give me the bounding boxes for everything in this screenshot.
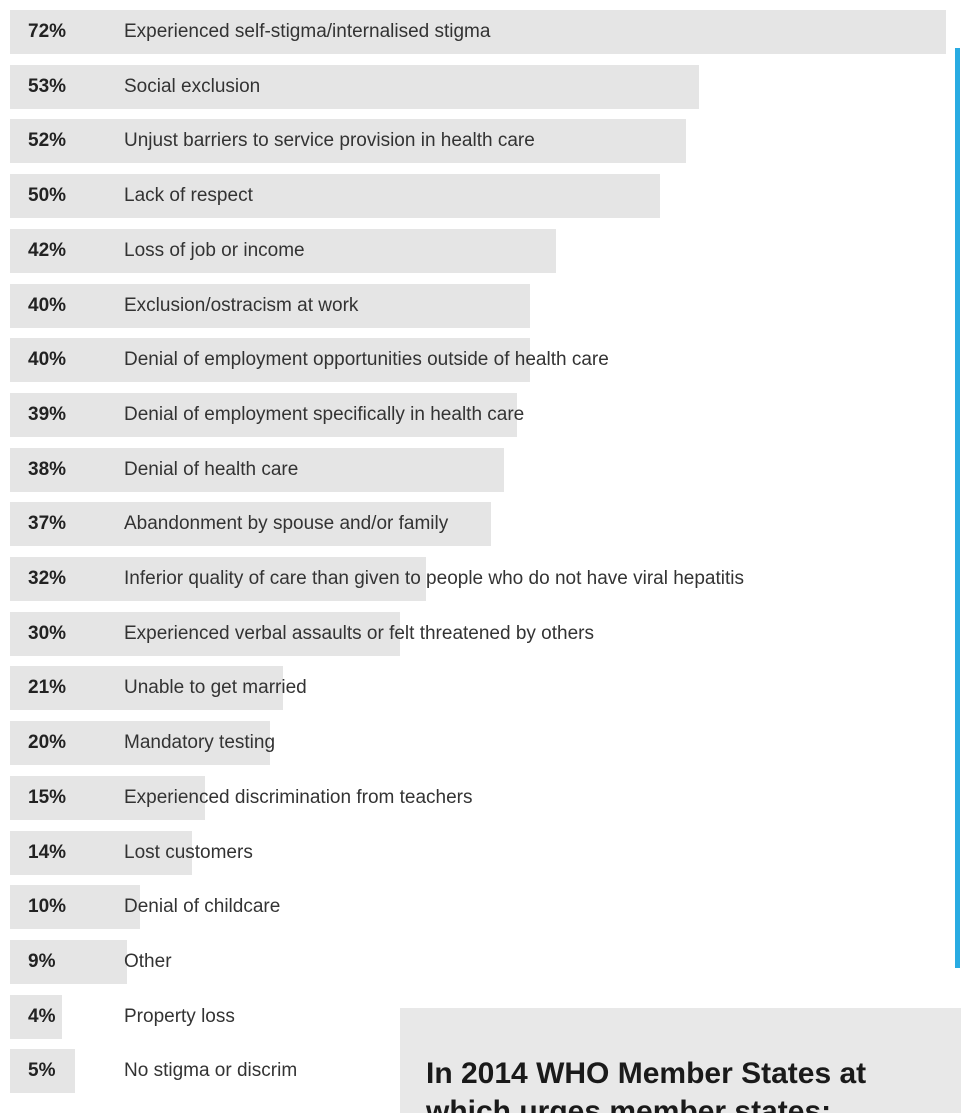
- bar: [10, 666, 283, 710]
- bar-value-label: 14%: [28, 842, 67, 863]
- bar-category-label: Inferior quality of care than given to p…: [124, 568, 744, 589]
- bar: [10, 448, 504, 492]
- bar: [10, 338, 530, 382]
- bar: [10, 557, 426, 601]
- bar-value-label: 53%: [28, 76, 67, 97]
- bar: [10, 831, 192, 875]
- bar-category-label: Property loss: [124, 1006, 235, 1027]
- bar-category-label: Exclusion/ostracism at work: [124, 295, 359, 316]
- bar: [10, 612, 400, 656]
- bar-value-label: 21%: [28, 677, 67, 698]
- bar-category-label: Loss of job or income: [124, 240, 305, 261]
- callout-box: In 2014 WHO Member States at which urges…: [400, 1008, 961, 1113]
- bar-category-label: Unable to get married: [124, 677, 307, 698]
- bar-value-label: 39%: [28, 404, 67, 425]
- bar: [10, 119, 686, 163]
- bar-value-label: 52%: [28, 130, 67, 151]
- bar-value-label: 32%: [28, 568, 67, 589]
- bar-category-label: Experienced discrimination from teachers: [124, 787, 473, 808]
- bar-category-label: Lack of respect: [124, 185, 253, 206]
- bar-value-label: 15%: [28, 787, 67, 808]
- bar-value-label: 4%: [28, 1006, 56, 1027]
- bar-category-label: Mandatory testing: [124, 732, 276, 753]
- bar-category-label: No stigma or discrim: [124, 1060, 298, 1081]
- accent-divider-line: [955, 48, 960, 968]
- bar-category-label: Experienced self-stigma/internalised sti…: [124, 21, 491, 42]
- bar-value-label: 9%: [28, 951, 56, 972]
- bar-value-label: 10%: [28, 896, 67, 917]
- bar-category-label: Social exclusion: [124, 76, 261, 97]
- bar: [10, 1049, 75, 1093]
- bar-value-label: 37%: [28, 513, 67, 534]
- bar-value-label: 38%: [28, 459, 67, 480]
- bar-category-label: Denial of employment specifically in hea…: [124, 404, 525, 425]
- bar: [10, 284, 530, 328]
- bar-value-label: 30%: [28, 623, 67, 644]
- bar-category-label: Experienced verbal assaults or felt thre…: [124, 623, 594, 644]
- bar-category-label: Lost customers: [124, 842, 253, 863]
- bar: [10, 885, 140, 929]
- bar-value-label: 20%: [28, 732, 67, 753]
- bar: [10, 776, 205, 820]
- bar-category-label: Unjust barriers to service provision in …: [124, 130, 535, 151]
- bar-value-label: 40%: [28, 349, 67, 370]
- bar-value-label: 42%: [28, 240, 67, 261]
- bar: [10, 229, 556, 273]
- bar-category-label: Denial of employment opportunities outsi…: [124, 349, 609, 370]
- bar: [10, 940, 127, 984]
- callout-text: In 2014 WHO Member States at which urges…: [426, 1057, 867, 1113]
- bar: [10, 721, 270, 765]
- bar: [10, 10, 946, 54]
- bar: [10, 174, 660, 218]
- bar-value-label: 40%: [28, 295, 67, 316]
- bar-value-label: 72%: [28, 21, 67, 42]
- bar-value-label: 5%: [28, 1060, 56, 1081]
- bar: [10, 995, 62, 1039]
- bar-category-label: Other: [124, 951, 172, 972]
- bar: [10, 502, 491, 546]
- bar: [10, 65, 699, 109]
- bar-category-label: Abandonment by spouse and/or family: [124, 513, 449, 534]
- bar-category-label: Denial of childcare: [124, 896, 281, 917]
- bar-value-label: 50%: [28, 185, 67, 206]
- bar-category-label: Denial of health care: [124, 459, 299, 480]
- bar: [10, 393, 517, 437]
